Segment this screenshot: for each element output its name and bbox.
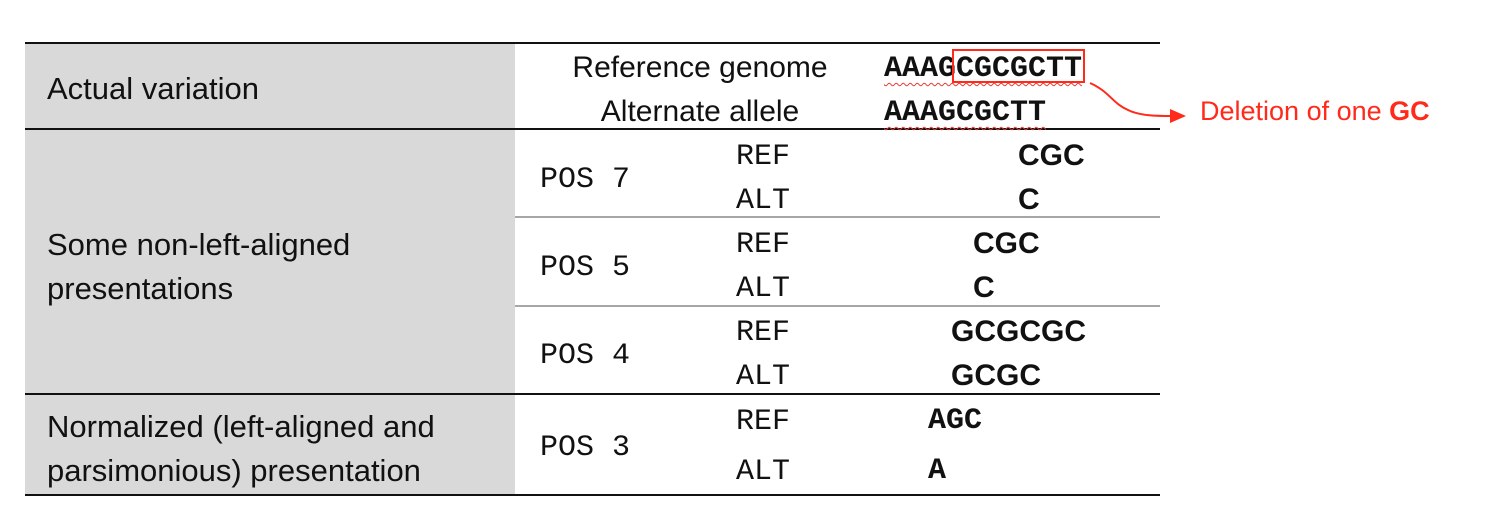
ref-value: CGC (973, 227, 1040, 260)
deletion-annotation-gc: GC (1389, 96, 1430, 126)
ref-value: AGC (928, 404, 983, 438)
pos-label: POS 4 (540, 339, 631, 373)
alt-value: GCGC (951, 359, 1041, 392)
non-left-aligned-label: Some non-left-aligned presentations (47, 227, 351, 306)
deletion-annotation-text: Deletion of one (1200, 96, 1390, 126)
reference-sequence: AAAGCGCGCTT (884, 52, 1083, 86)
row-divider-1 (515, 216, 1160, 218)
actual-variation-label-cell (25, 43, 515, 129)
alt-value: C (1018, 183, 1040, 216)
ref-key: REF (736, 316, 791, 350)
section-rule-1 (25, 128, 1160, 130)
normalized-label-cell (25, 394, 515, 495)
deleted-gc-highlight-box (952, 49, 1085, 83)
alt-key: ALT (736, 184, 791, 218)
alt-value: A (928, 454, 947, 488)
alt-key: ALT (736, 360, 791, 394)
table-top-rule (25, 42, 1160, 44)
non-left-aligned-label-cell (25, 129, 515, 394)
ref-key: REF (736, 405, 791, 439)
deletion-annotation: Deletion of one GC (1200, 96, 1430, 127)
table-bottom-rule (25, 494, 1160, 496)
alternate-allele-label: Alternate allele (600, 95, 800, 128)
alt-key: ALT (736, 272, 791, 306)
normalized-label: Normalized (left-aligned and parsimoniou… (47, 409, 435, 488)
pos-label: POS 3 (540, 431, 631, 465)
ref-key: REF (736, 228, 791, 262)
pos-label: POS 7 (540, 163, 631, 197)
ref-key: REF (736, 140, 791, 174)
alt-key: ALT (736, 455, 791, 489)
ref-value: CGC (1018, 139, 1085, 172)
alternate-sequence: AAAGCGCTT (884, 96, 1047, 130)
reference-genome-label: Reference genome (572, 51, 828, 84)
row-divider-2 (515, 305, 1160, 307)
actual-variation-label: Actual variation (47, 71, 259, 106)
pos-label: POS 5 (540, 251, 631, 285)
alt-value: C (973, 271, 995, 304)
section-rule-2 (25, 393, 1160, 395)
ref-value: GCGCGC (951, 315, 1086, 348)
